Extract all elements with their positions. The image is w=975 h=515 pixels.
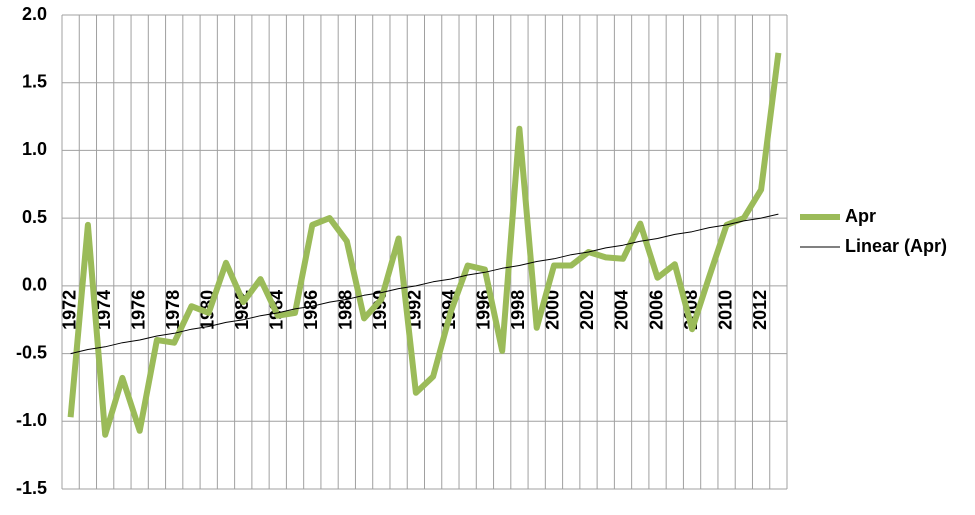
x-tick-label: 2010: [715, 290, 735, 330]
x-tick-label: 2000: [543, 290, 563, 330]
data-line: [67, 52, 782, 438]
x-tick-label: 1976: [128, 290, 148, 330]
y-tick-label: 2.0: [22, 4, 47, 24]
legend-label: Linear (Apr): [845, 236, 947, 256]
y-tick-label: 1.0: [22, 139, 47, 159]
x-tick-label: 1978: [163, 290, 183, 330]
x-tick-label: 2006: [646, 290, 666, 330]
y-tick-label: -1.0: [16, 410, 47, 430]
x-tick-label: 1972: [59, 290, 79, 330]
y-tick-label: 0.0: [22, 275, 47, 295]
y-tick-label: -1.5: [16, 478, 47, 498]
x-tick-label: 1974: [94, 290, 114, 330]
legend-label: Apr: [845, 206, 876, 226]
y-tick-label: 1.5: [22, 71, 47, 91]
x-tick-label: 2012: [750, 290, 770, 330]
x-tick-label: 2004: [612, 290, 632, 330]
y-tick-label: -0.5: [16, 342, 47, 362]
trend-line: [70, 213, 779, 355]
x-tick-label: 1986: [301, 290, 321, 330]
x-tick-label: 1988: [336, 290, 356, 330]
y-tick-label: 0.5: [22, 207, 47, 227]
x-tick-label: 1998: [508, 290, 528, 330]
x-tick-label: 2002: [577, 290, 597, 330]
x-tick-label: 1990: [370, 290, 390, 330]
